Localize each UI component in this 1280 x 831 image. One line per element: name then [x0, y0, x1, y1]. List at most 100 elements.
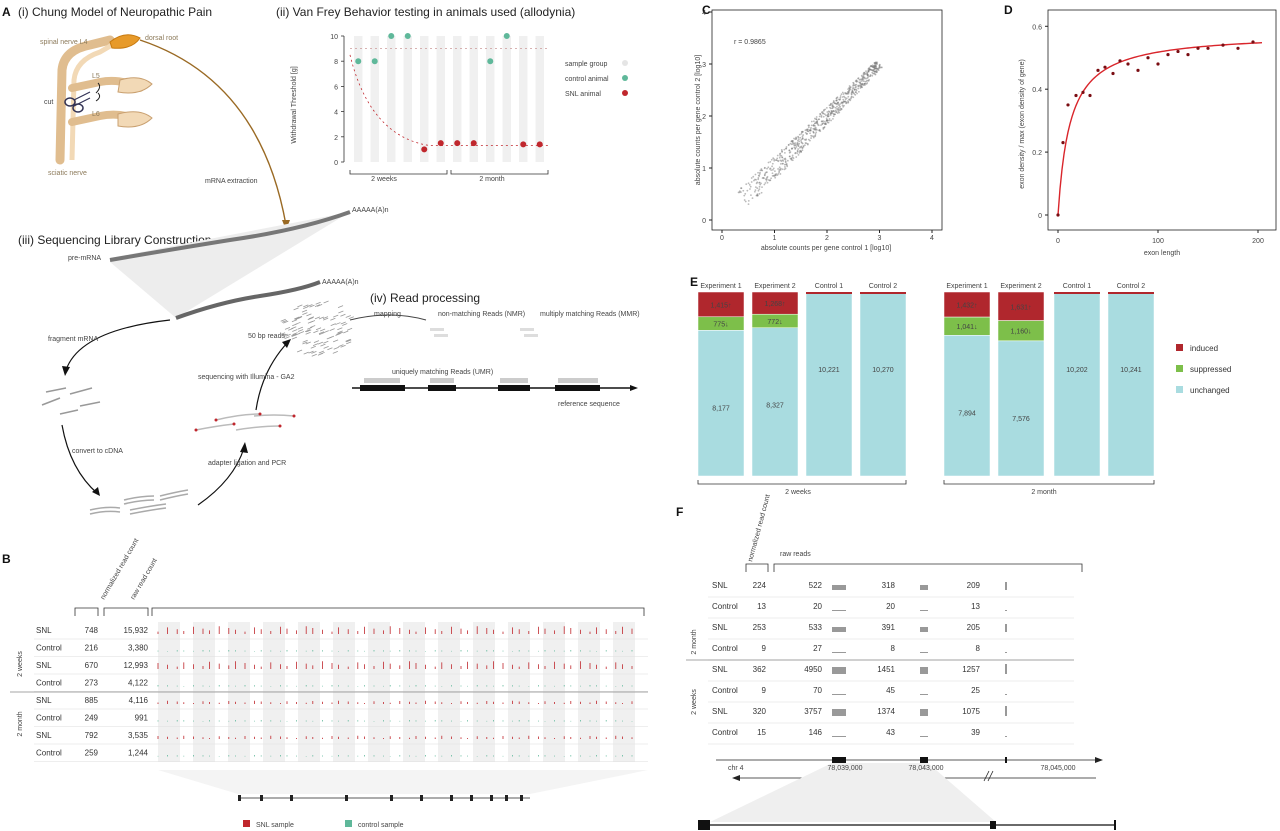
correlation-point: [826, 113, 829, 116]
coverage-track: [157, 661, 633, 669]
exon-point: [1061, 141, 1065, 145]
row-raw-2: 45: [886, 686, 895, 695]
correlation-point: [761, 169, 764, 172]
bar-category-label: Experiment 1: [700, 283, 741, 290]
correlation-point: [835, 111, 838, 113]
panel-f-coord-1: 78,039,000: [827, 765, 862, 772]
panel-b-group-2month: 2 month: [17, 711, 24, 736]
panel-f-letter: F: [676, 505, 683, 519]
correlation-point: [876, 61, 879, 64]
read-dash: [318, 331, 325, 335]
read-dash: [314, 304, 321, 307]
row-raw-1: 20: [813, 602, 822, 611]
arrow-adapter: [197, 447, 245, 506]
correlation-point: [827, 115, 829, 118]
coverage-bar-2: [920, 709, 928, 716]
read-dash: [315, 301, 321, 305]
label-adapter: adapter ligation and PCR: [208, 460, 286, 467]
exon-point: [1196, 46, 1200, 50]
coverage-bar-1: [832, 585, 846, 590]
bar-segment-induced: [997, 291, 1045, 321]
correlation-point: [852, 82, 855, 85]
correlation-point: [783, 151, 786, 154]
coverage-bar-3: [1005, 624, 1007, 632]
correlation-point: [780, 148, 783, 151]
read-dash: [332, 351, 338, 354]
arrow-mapping: [349, 314, 427, 321]
correlation-point: [835, 103, 838, 106]
correlation-point: [800, 145, 803, 148]
coverage-bar-1: [832, 610, 846, 611]
panel-f-hdr-raw: raw reads: [780, 551, 811, 558]
label-nmr: non-matching Reads (NMR): [438, 311, 525, 318]
row-raw-1: 3757: [804, 707, 822, 716]
correlation-point: [840, 93, 843, 96]
coverage-bar-1: [832, 736, 846, 737]
read-dash: [306, 313, 312, 317]
correlation-point: [783, 168, 786, 171]
label-mrna-extraction: mRNA extraction: [205, 178, 258, 185]
bar-category-label: Control 1: [1063, 283, 1092, 290]
correlation-point: [856, 92, 858, 95]
row-raw: 3,535: [128, 731, 149, 740]
correlation-point: [822, 122, 825, 125]
correlation-point: [867, 70, 870, 72]
correlation-point: [828, 106, 831, 109]
row-raw: 3,380: [128, 644, 149, 653]
correlation-point: [800, 141, 803, 143]
sample-column: [436, 36, 445, 162]
correlation-point: [771, 162, 774, 165]
legend-snl-animal: SNL animal: [565, 91, 601, 98]
row-raw-3: 25: [971, 686, 980, 695]
bar-segment-unchanged: [751, 327, 799, 477]
read-dash: [292, 323, 298, 327]
correlation-point: [832, 117, 834, 120]
correlation-point: [804, 129, 807, 132]
bracket-raw: [773, 563, 1083, 572]
bottom-exon-2: [990, 821, 996, 829]
sample-column: [535, 36, 544, 162]
correlation-point: [866, 72, 868, 74]
exon-point: [1156, 62, 1160, 66]
coord-axis-arrow: [732, 775, 740, 781]
label-mapping: mapping: [374, 311, 401, 318]
row-raw: 4,116: [129, 696, 149, 705]
exon-point: [1126, 62, 1130, 66]
label-dorsal-root: dorsal root: [145, 35, 178, 42]
correlation-point: [757, 189, 760, 192]
correlation-point: [743, 199, 746, 201]
read-dash: [314, 316, 321, 320]
correlation-point: [869, 73, 872, 76]
bar-value-label: 1,631↑: [1010, 304, 1031, 311]
panel-f-group-2month: 2 month: [691, 629, 698, 654]
bracket-tracks: [151, 607, 645, 616]
mrna-fragments: [41, 387, 101, 415]
correlation-point: [812, 131, 815, 134]
correlation-point: [740, 191, 742, 194]
coverage-bar-2: [920, 667, 928, 674]
correlation-point: [776, 174, 779, 177]
correlation-point: [771, 172, 774, 175]
row-raw-1: 4950: [804, 665, 822, 674]
bar-segment-unchanged: [1107, 291, 1155, 477]
correlation-point: [828, 104, 831, 107]
gene-model-exon: [345, 795, 348, 801]
correlation-point: [857, 77, 860, 80]
read-dash: [345, 315, 351, 318]
row-norm: 9: [762, 686, 767, 695]
exon-point: [1206, 46, 1210, 50]
correlation-point: [868, 75, 871, 78]
exon-point: [1111, 71, 1115, 76]
correlation-point: [868, 66, 871, 69]
row-norm: 249: [85, 714, 99, 723]
correlation-point: [822, 112, 825, 115]
correlation-point: [744, 192, 747, 195]
correlation-point: [830, 119, 832, 122]
coverage-bar-2: [920, 736, 928, 737]
read-dash: [279, 332, 286, 336]
correlation-point: [836, 99, 838, 102]
correlation-point: [836, 112, 839, 114]
correlation-point: [839, 95, 842, 97]
vonfrey-ytick-label: 10: [330, 34, 338, 41]
correlation-point: [815, 116, 818, 118]
